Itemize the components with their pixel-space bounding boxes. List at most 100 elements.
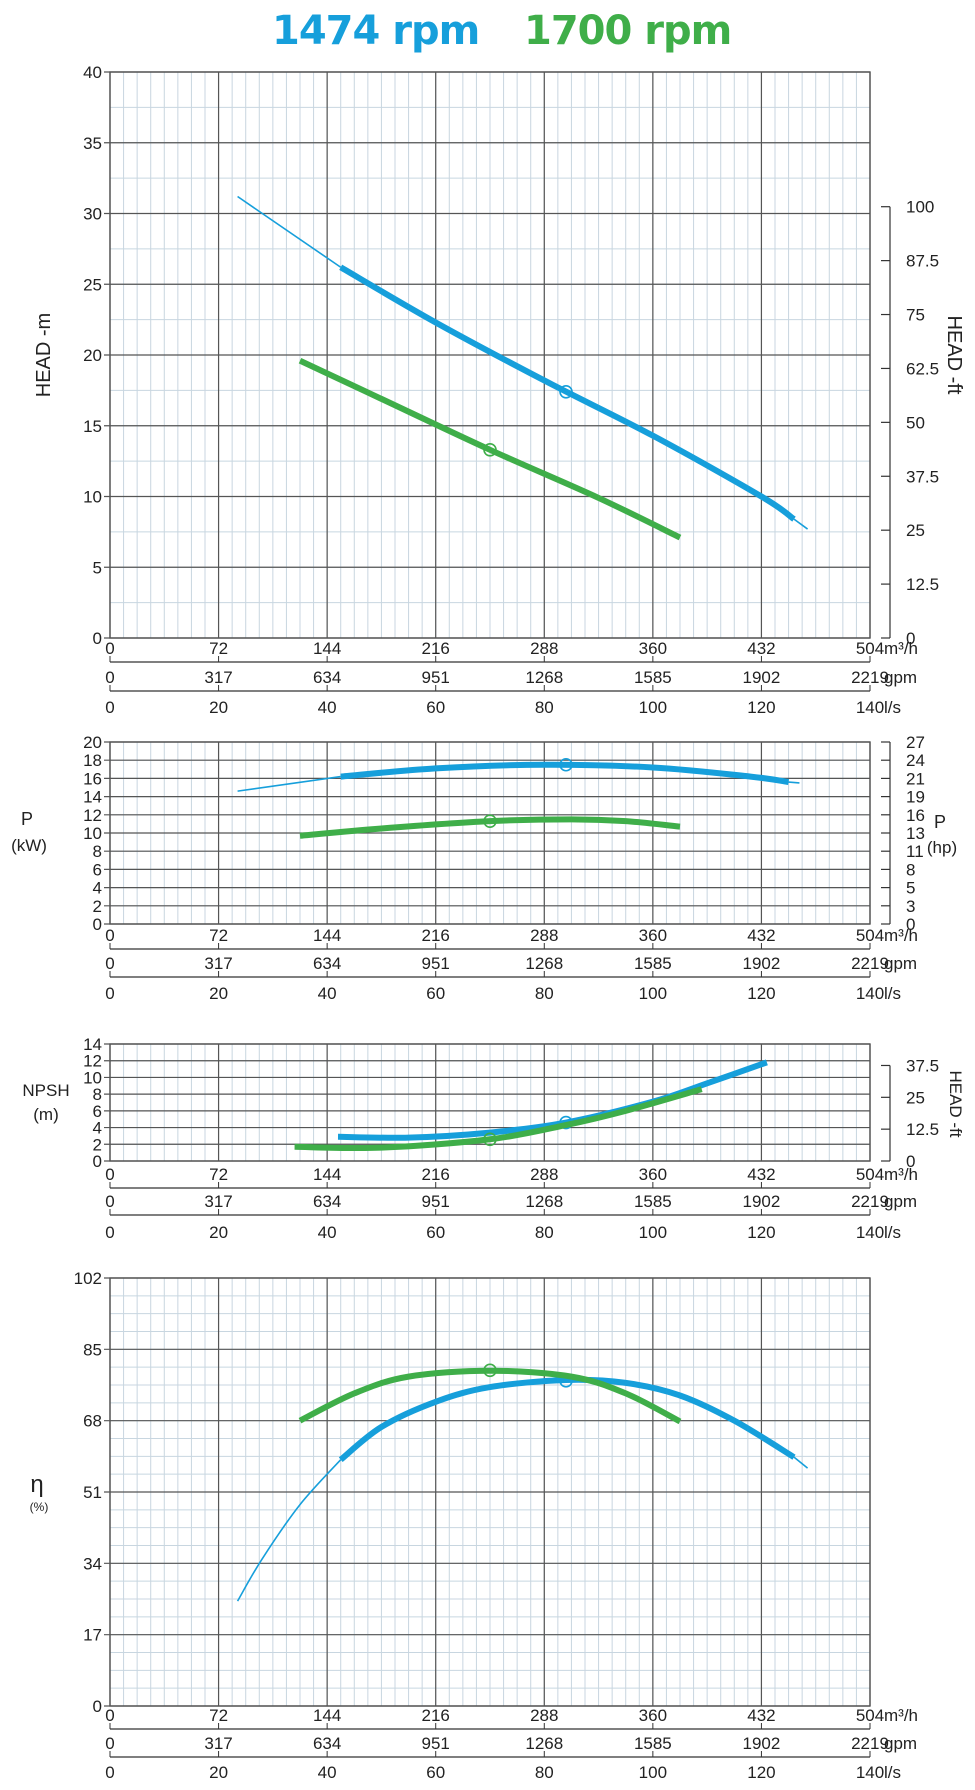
power-x-tick-gpm: 2219 (851, 954, 889, 973)
head-x-tick-gpm: 1268 (525, 668, 563, 687)
efficiency-y-unit: (%) (30, 1500, 49, 1514)
head-y-tick: 5 (93, 558, 102, 577)
head-x-tick-ls: 80 (535, 698, 554, 717)
power-x-tick-m3h: 144 (313, 926, 341, 945)
efficiency-x-tick-m3h: 432 (747, 1706, 775, 1725)
head-x-tick-ls: 140 (856, 698, 884, 717)
npsh-x-tick-m3h: 216 (422, 1165, 450, 1184)
head-y-right-tick: 75 (906, 306, 925, 325)
power-x-tick-m3h: 432 (747, 926, 775, 945)
npsh-y-right-tick: 0 (906, 1152, 915, 1171)
efficiency-x-tick-m3h: 504 (856, 1706, 884, 1725)
power-y-right-tick: 13 (906, 824, 925, 843)
head-y-right-tick: 87.5 (906, 252, 939, 271)
head-x-tick-m3h: 216 (422, 639, 450, 658)
power-series-1700-rpm (299, 814, 681, 839)
efficiency-series-1474-rpm-line (338, 1376, 796, 1463)
power-x-tick-m3h: 504 (856, 926, 884, 945)
power-x-tick-gpm: 634 (313, 954, 341, 973)
power-y-right-tick: 0 (906, 915, 915, 934)
head-x-tick-gpm: 317 (204, 668, 232, 687)
head-x-tick-m3h: 360 (639, 639, 667, 658)
head-series-1474-rpm-bep-marker (559, 384, 573, 399)
head-y-tick: 10 (83, 488, 102, 507)
npsh-x-tick-ls: 40 (318, 1223, 337, 1242)
npsh-y-tick: 2 (93, 1135, 102, 1154)
head-x-tick-gpm: 634 (313, 668, 341, 687)
efficiency-y-tick: 85 (83, 1340, 102, 1359)
power-series-1474-rpm-thin-line (237, 775, 341, 792)
series-a-title: 1474 rpm (272, 8, 480, 54)
npsh-y-right-label: HEAD -ft (946, 1070, 965, 1137)
efficiency-x-tick-m3h: 144 (313, 1706, 341, 1725)
power-x-unit-ls: l/s (884, 984, 901, 1003)
efficiency-series-1474-rpm-thin-tail (793, 1456, 809, 1469)
power-x-tick-ls: 100 (639, 984, 667, 1003)
npsh-series-1700-rpm-line (294, 1086, 703, 1152)
npsh-y-tick: 12 (83, 1052, 102, 1071)
head-y-right-tick: 0 (906, 629, 915, 648)
power-x-tick-ls: 0 (105, 984, 114, 1003)
power-y-tick: 2 (93, 897, 102, 916)
npsh-x-unit-ls: l/s (884, 1223, 901, 1242)
power-x-tick-ls: 80 (535, 984, 554, 1003)
power-y-tick: 20 (83, 733, 102, 752)
efficiency-series-1700-rpm-bep-marker (483, 1363, 497, 1378)
head-x-tick-m3h: 72 (209, 639, 228, 658)
head-x-tick-m3h: 432 (747, 639, 775, 658)
npsh-series-1700-rpm-bep-marker (483, 1132, 497, 1147)
npsh-x-unit-gpm: gpm (884, 1192, 917, 1211)
power-y-label: P (21, 809, 33, 829)
power-y-right-label: P (934, 812, 946, 832)
npsh-x-tick-ls: 140 (856, 1223, 884, 1242)
power-panel: 02468101214161820035811131619212427P(kW)… (11, 733, 957, 1003)
power-series-1700-rpm-line (299, 816, 681, 839)
power-y-right-unit: (hp) (927, 838, 957, 857)
npsh-y-tick: 10 (83, 1068, 102, 1087)
power-series-1474-rpm-line (340, 761, 790, 786)
power-x-tick-ls: 120 (747, 984, 775, 1003)
head-x-tick-gpm: 951 (422, 668, 450, 687)
power-y-unit: (kW) (11, 836, 47, 855)
power-x-tick-gpm: 1268 (525, 954, 563, 973)
npsh-x-tick-ls: 120 (747, 1223, 775, 1242)
efficiency-y-tick: 34 (83, 1554, 102, 1573)
efficiency-series-1700-rpm-line (298, 1367, 682, 1425)
power-series-1474-rpm-bep-marker (559, 757, 573, 772)
power-y-right-tick: 3 (906, 897, 915, 916)
head-series-1474-rpm (237, 195, 809, 530)
head-x-tick-m3h: 504 (856, 639, 884, 658)
power-x-tick-gpm: 317 (204, 954, 232, 973)
efficiency-grid (104, 1277, 871, 1707)
head-y-tick: 15 (83, 417, 102, 436)
efficiency-x-tick-gpm: 1268 (525, 1734, 563, 1753)
npsh-x-tick-m3h: 0 (105, 1165, 114, 1184)
efficiency-x-tick-gpm: 0 (105, 1734, 114, 1753)
head-x-tick-gpm: 0 (105, 668, 114, 687)
npsh-y-unit: (m) (33, 1105, 58, 1124)
power-y-tick: 6 (93, 860, 102, 879)
head-series-1474-rpm-line (339, 264, 796, 522)
head-y-tick: 40 (83, 63, 102, 82)
npsh-x-tick-m3h: 72 (209, 1165, 228, 1184)
head-x-tick-gpm: 2219 (851, 668, 889, 687)
power-x-tick-ls: 60 (426, 984, 445, 1003)
power-y-right-tick: 16 (906, 806, 925, 825)
head-x-unit-ls: l/s (884, 698, 901, 717)
power-y-right-tick: 19 (906, 788, 925, 807)
power-y-right-tick: 11 (906, 842, 924, 861)
power-y-right-tick: 8 (906, 860, 915, 879)
power-x-tick-gpm: 1585 (634, 954, 672, 973)
power-x-unit-gpm: gpm (884, 954, 917, 973)
head-series-1700-rpm (298, 357, 682, 541)
power-x-tick-m3h: 288 (530, 926, 558, 945)
head-y-tick: 35 (83, 134, 102, 153)
power-y-tick: 18 (83, 751, 102, 770)
head-x-tick-ls: 0 (105, 698, 114, 717)
head-series-1474-rpm-thin-line (237, 195, 342, 268)
efficiency-x-tick-ls: 120 (747, 1763, 775, 1782)
power-y-right-tick: 5 (906, 879, 915, 898)
npsh-grid (104, 1043, 871, 1162)
npsh-x-unit-m3h: m³/h (884, 1165, 918, 1184)
head-y-label: HEAD -m (33, 313, 55, 397)
